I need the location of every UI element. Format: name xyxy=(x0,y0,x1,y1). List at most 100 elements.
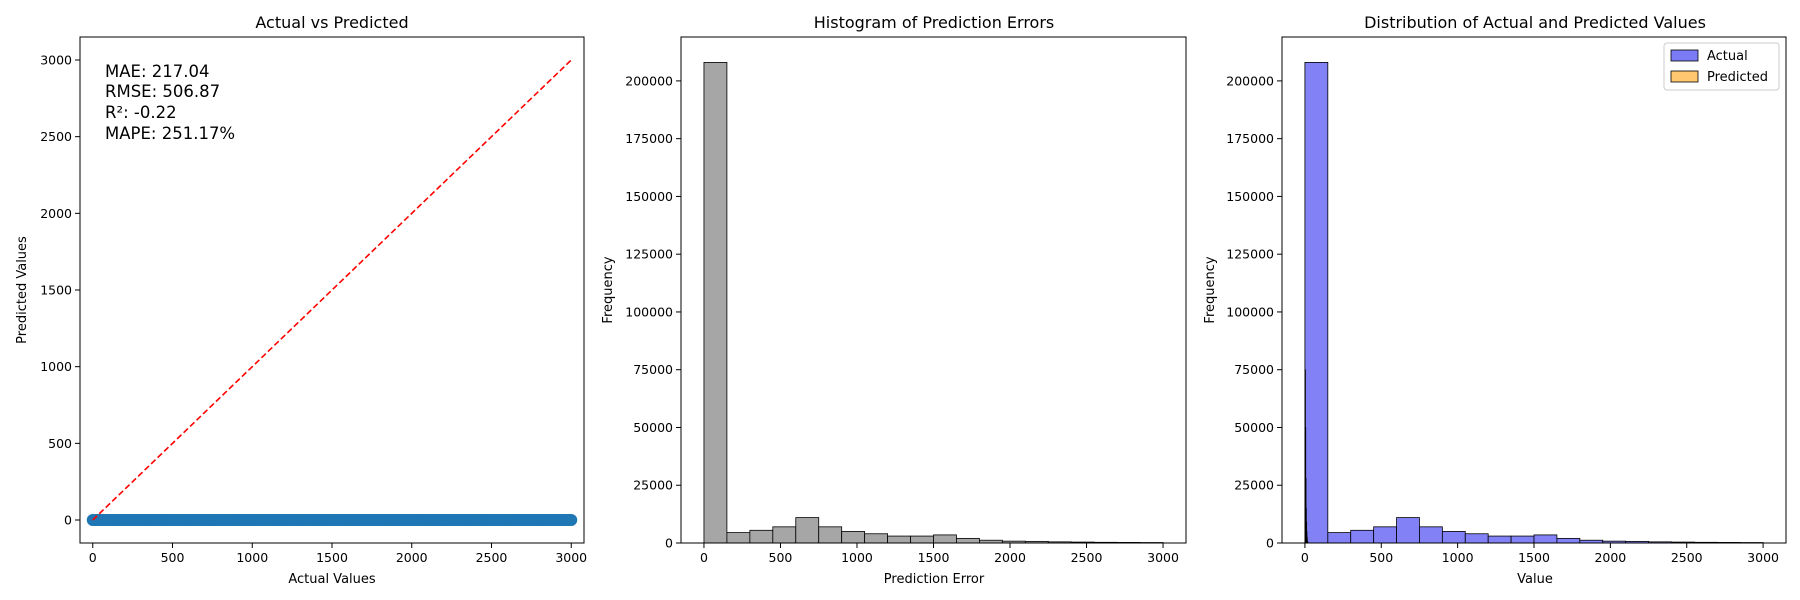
legend-label-predicted: Predicted xyxy=(1707,70,1768,85)
panel-actual-vs-predicted: Actual vs Predicted Actual Values Predic… xyxy=(15,13,587,587)
x-tick-label: 3000 xyxy=(1147,550,1179,565)
y-tick-label: 25000 xyxy=(633,478,673,493)
y-tick-label: 50000 xyxy=(633,420,673,435)
x-tick-label: 1000 xyxy=(1442,550,1474,565)
x-tick-label: 0 xyxy=(1301,550,1309,565)
marks-layer xyxy=(1304,62,1764,544)
x-tick-label: 1000 xyxy=(841,550,873,565)
x-tick-label: 500 xyxy=(769,550,793,565)
actual-bar xyxy=(1464,533,1489,544)
actual-bar xyxy=(1327,532,1352,544)
x-axis-label: Prediction Error xyxy=(884,572,985,587)
x-tick-label: 2000 xyxy=(396,550,428,565)
x-tick-label: 2000 xyxy=(994,550,1026,565)
reference-line xyxy=(92,59,572,521)
legend-swatch-actual xyxy=(1670,49,1699,62)
scatter-point xyxy=(565,514,578,526)
ticks-layer: 0 500 1000 1500 2000 2500 3000 0 500 1000 1500 2000… xyxy=(40,53,587,566)
actual-bar xyxy=(1419,526,1443,544)
panel-prediction-errors: Histogram of Prediction Errors Predictio… xyxy=(601,13,1187,587)
y-tick-label: 125000 xyxy=(1226,247,1274,262)
y-tick-label: 50000 xyxy=(1234,420,1274,435)
x-tick-label: 3000 xyxy=(1747,550,1779,565)
chart-title: Actual vs Predicted xyxy=(255,13,408,32)
y-axis-label: Predicted Values xyxy=(15,236,30,344)
x-tick-label: 500 xyxy=(1369,550,1393,565)
histogram-bar xyxy=(841,531,866,544)
y-tick-label: 175000 xyxy=(1226,131,1274,146)
y-tick-label: 3000 xyxy=(40,53,72,68)
legend-label-actual: Actual xyxy=(1707,49,1748,64)
rmse-text: RMSE: 506.87 xyxy=(105,82,220,101)
actual-bar xyxy=(1510,535,1535,544)
actual-bar xyxy=(1556,537,1581,544)
x-tick-label: 1500 xyxy=(1518,550,1550,565)
histogram-bar xyxy=(772,526,797,544)
y-tick-label: 75000 xyxy=(633,362,673,377)
ticks-layer: 0 500 1000 1500 2000 2500 3000 0 25000 50000 75000… xyxy=(1226,73,1779,565)
histogram-bar xyxy=(956,537,980,544)
y-tick-label: 150000 xyxy=(1226,189,1274,204)
x-tick-label: 2500 xyxy=(1071,550,1103,565)
y-tick-label: 125000 xyxy=(625,247,673,262)
y-tick-label: 100000 xyxy=(1226,304,1274,319)
marks-layer xyxy=(86,59,578,526)
actual-bar xyxy=(1304,62,1329,544)
histogram-bar xyxy=(910,535,934,544)
y-tick-label: 0 xyxy=(665,536,673,551)
metrics-annotation: MAE: 217.04 RMSE: 506.87 R²: -0.22 MAPE:… xyxy=(105,62,235,143)
histogram-bar xyxy=(795,517,820,544)
chart-title: Histogram of Prediction Errors xyxy=(814,13,1055,32)
histogram-bar xyxy=(887,535,911,544)
y-tick-label: 2500 xyxy=(40,129,72,144)
y-tick-label: 75000 xyxy=(1234,362,1274,377)
marks-layer xyxy=(703,62,1164,544)
y-tick-label: 150000 xyxy=(625,189,673,204)
histogram-bar xyxy=(703,62,728,544)
mae-text: MAE: 217.04 xyxy=(105,62,210,81)
y-tick-label: 1500 xyxy=(40,283,72,298)
x-tick-label: 3000 xyxy=(555,550,587,565)
y-tick-label: 200000 xyxy=(1226,73,1274,88)
x-tick-label: 2500 xyxy=(476,550,508,565)
legend: Actual Predicted xyxy=(1663,42,1780,91)
histogram-bar xyxy=(933,534,957,544)
x-tick-label: 1500 xyxy=(316,550,348,565)
actual-bar xyxy=(1373,526,1397,544)
y-tick-label: 25000 xyxy=(1234,478,1274,493)
y-tick-label: 0 xyxy=(1266,536,1274,551)
y-tick-label: 2000 xyxy=(40,206,72,221)
actual-bar xyxy=(1533,534,1558,544)
axes-frame xyxy=(79,36,585,544)
chart-title: Distribution of Actual and Predicted Val… xyxy=(1364,13,1706,32)
x-axis-label: Actual Values xyxy=(288,572,376,587)
actual-bar xyxy=(1350,529,1375,544)
histogram-bar xyxy=(726,532,751,544)
y-axis-label: Frequency xyxy=(1203,256,1218,323)
y-tick-label: 500 xyxy=(48,436,72,451)
histogram-bar xyxy=(818,526,843,544)
axes-frame xyxy=(680,36,1187,544)
y-axis-label: Frequency xyxy=(601,256,616,323)
x-tick-label: 500 xyxy=(161,550,185,565)
ticks-layer: 0 500 1000 1500 2000 2500 3000 0 25000 50000 75000… xyxy=(625,73,1179,565)
actual-bar xyxy=(1487,535,1512,544)
x-tick-label: 1500 xyxy=(918,550,950,565)
histogram-bar xyxy=(864,533,888,544)
y-tick-label: 1000 xyxy=(40,359,72,374)
r2-text: R²: -0.22 xyxy=(105,103,177,122)
actual-bar xyxy=(1441,531,1466,544)
x-tick-label: 0 xyxy=(89,550,97,565)
y-tick-label: 0 xyxy=(64,513,72,528)
x-axis-label: Value xyxy=(1517,572,1553,587)
mape-text: MAPE: 251.17% xyxy=(105,124,235,143)
histogram-bar xyxy=(749,529,774,544)
x-tick-label: 2500 xyxy=(1671,550,1703,565)
x-tick-label: 1000 xyxy=(236,550,268,565)
x-tick-label: 2000 xyxy=(1594,550,1626,565)
x-tick-label: 0 xyxy=(700,550,708,565)
y-tick-label: 100000 xyxy=(625,304,673,319)
panel-distribution: Distribution of Actual and Predicted Val… xyxy=(1203,13,1787,587)
y-tick-label: 200000 xyxy=(625,73,673,88)
